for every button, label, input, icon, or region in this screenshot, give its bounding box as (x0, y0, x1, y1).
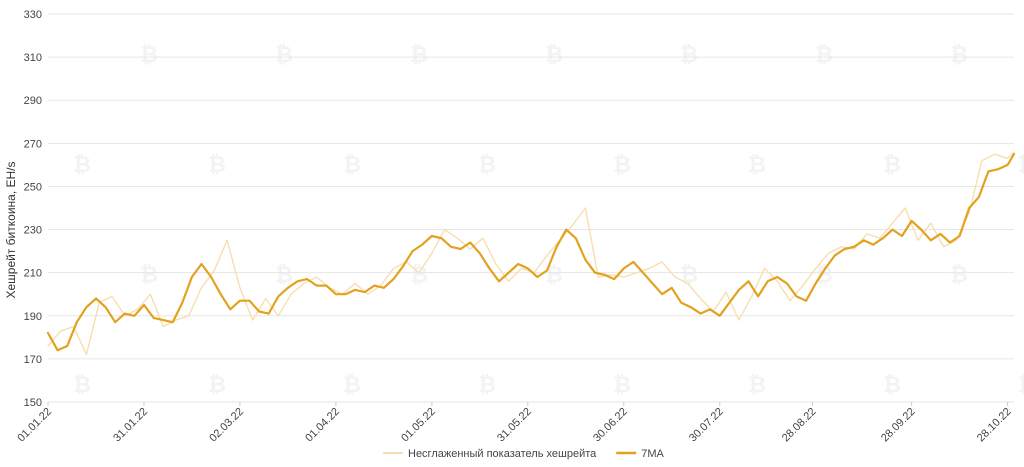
watermark-logo-icon: ₿ (343, 373, 361, 398)
watermark-logo-icon: ₿ (208, 153, 226, 178)
legend-label: Несглаженный показатель хешрейта (408, 448, 597, 460)
y-tick-label: 290 (24, 95, 42, 107)
watermark-layer: ₿₿₿₿₿₿₿₿₿₿₿₿₿₿₿₿₿₿₿₿₿₿₿₿₿₿₿₿₿₿₿₿ (73, 43, 1024, 398)
watermark-logo-icon: ₿ (140, 263, 158, 288)
watermark-logo-icon: ₿ (815, 43, 833, 68)
x-tick-label: 28.08.22 (780, 406, 819, 445)
y-tick-label: 250 (24, 181, 42, 193)
x-tick-label: 01.01.22 (15, 406, 54, 445)
watermark-logo-icon: ₿ (680, 43, 698, 68)
x-tick-label: 30.06.22 (591, 406, 630, 445)
watermark-logo-icon: ₿ (1018, 373, 1024, 398)
watermark-logo-icon: ₿ (410, 43, 428, 68)
x-tick-label: 31.05.22 (495, 406, 534, 445)
y-axis-label: Хешрейт биткоина, EH/s (4, 162, 18, 299)
y-tick-label: 330 (24, 9, 42, 21)
watermark-logo-icon: ₿ (275, 263, 293, 288)
x-tick-label: 31.01.22 (111, 406, 150, 445)
x-tick-label: 01.04.22 (303, 406, 342, 445)
legend: Несглаженный показатель хешрейта 7MA (383, 448, 665, 460)
watermark-logo-icon: ₿ (545, 43, 563, 68)
x-tick-label: 01.05.22 (399, 406, 438, 445)
x-tick-label: 28.10.22 (975, 406, 1014, 445)
y-tick-label: 270 (24, 138, 42, 150)
y-tick-label: 230 (24, 225, 42, 237)
watermark-logo-icon: ₿ (478, 153, 496, 178)
x-tick-label: 02.03.22 (207, 406, 246, 445)
y-axis-ticks: 150 170 190 210 230 250 270 290 310 330 (24, 9, 42, 409)
x-tick-label: 28.09.22 (879, 406, 918, 445)
watermark-logo-icon: ₿ (748, 373, 766, 398)
watermark-logo-icon: ₿ (73, 153, 91, 178)
watermark-logo-icon: ₿ (613, 373, 631, 398)
watermark-logo-icon: ₿ (613, 153, 631, 178)
series-line-7ma (46, 153, 1016, 352)
watermark-logo-icon: ₿ (545, 263, 563, 288)
watermark-logo-icon: ₿ (73, 373, 91, 398)
series-line-raw-hashrate (47, 151, 1015, 356)
watermark-logo-icon: ₿ (1018, 153, 1024, 178)
watermark-logo-icon: ₿ (950, 43, 968, 68)
y-tick-label: 210 (24, 268, 42, 280)
y-tick-label: 190 (24, 311, 42, 323)
watermark-logo-icon: ₿ (748, 153, 766, 178)
x-tick-label: 30.07.22 (687, 406, 726, 445)
watermark-logo-icon: ₿ (343, 153, 361, 178)
watermark-logo-icon: ₿ (208, 373, 226, 398)
watermark-logo-icon: ₿ (883, 153, 901, 178)
watermark-logo-icon: ₿ (950, 263, 968, 288)
watermark-logo-icon: ₿ (883, 373, 901, 398)
watermark-logo-icon: ₿ (275, 43, 293, 68)
series-layer (46, 151, 1016, 356)
x-axis-ticks: 01.01.22 31.01.22 02.03.22 01.04.22 01.05.22… (15, 402, 1014, 445)
watermark-logo-icon: ₿ (478, 373, 496, 398)
y-tick-label: 310 (24, 52, 42, 64)
watermark-logo-icon: ₿ (815, 263, 833, 288)
y-tick-label: 170 (24, 354, 42, 366)
grid-lines (48, 13, 1014, 403)
watermark-logo-icon: ₿ (140, 43, 158, 68)
y-tick-label: 150 (24, 397, 42, 409)
legend-label: 7MA (641, 448, 664, 460)
